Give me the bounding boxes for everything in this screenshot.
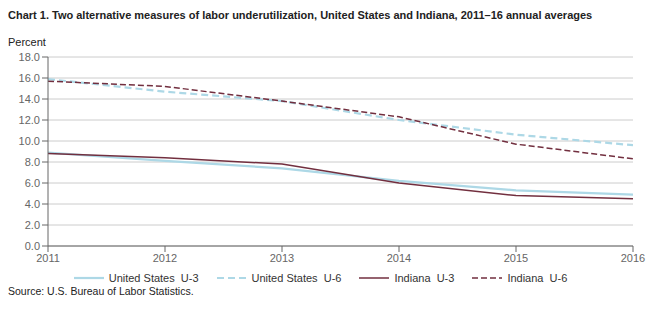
html-text:Source: U.S. Bureau of Labor S: Source: U.S. Bureau of Labor Statistics.	[8, 285, 194, 297]
svg-text:2016: 2016	[621, 252, 645, 264]
svg-text:2013: 2013	[270, 252, 294, 264]
html-text:Indiana U-3: Indiana U-3	[394, 272, 455, 284]
svg-text:2012: 2012	[153, 252, 177, 264]
html-text:Percent: Percent	[8, 36, 46, 48]
svg-text:16.0: 16.0	[19, 72, 40, 84]
svg-text:12.0: 12.0	[19, 114, 40, 126]
html-text:Chart 1. Two alternative measu: Chart 1. Two alternative measures of lab…	[8, 9, 593, 21]
svg-text:18.0: 18.0	[19, 51, 40, 63]
svg-text:0.0: 0.0	[25, 240, 40, 252]
html-text:Indiana U-6: Indiana U-6	[507, 272, 568, 284]
svg-text:8.0: 8.0	[25, 156, 40, 168]
svg-text:2015: 2015	[504, 252, 528, 264]
svg-text:14.0: 14.0	[19, 93, 40, 105]
html-text:United States U-3: United States U-3	[108, 272, 199, 284]
svg-text:4.0: 4.0	[25, 198, 40, 210]
svg-text:10.0: 10.0	[19, 135, 40, 147]
svg-text:2011: 2011	[36, 252, 60, 264]
svg-text:2014: 2014	[387, 252, 411, 264]
svg-text:2.0: 2.0	[25, 219, 40, 231]
html-text:United States U-6: United States U-6	[251, 272, 342, 284]
svg-text:6.0: 6.0	[25, 177, 40, 189]
